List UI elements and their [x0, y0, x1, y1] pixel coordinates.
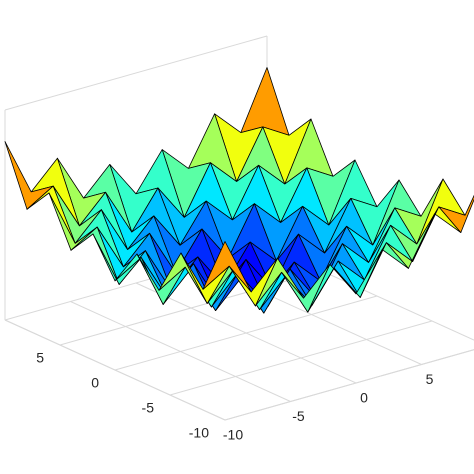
y-tick-label: 5 — [36, 350, 44, 366]
surface-patch — [202, 241, 252, 293]
axis-box — [4, 35, 268, 111]
grid-line — [169, 320, 433, 396]
x-tick-label: -10 — [223, 427, 243, 443]
grid-line — [114, 295, 378, 371]
surface-patch — [240, 67, 290, 136]
y-tick-label: -10 — [189, 425, 209, 441]
x-tick-label: -5 — [292, 408, 305, 424]
axis-box — [224, 349, 474, 421]
x-tick-label: 0 — [360, 390, 368, 406]
grid-line — [224, 349, 474, 421]
x-tick-label: 5 — [426, 371, 434, 387]
y-tick-label: -5 — [142, 400, 155, 416]
y-tick-label: 0 — [91, 375, 99, 391]
